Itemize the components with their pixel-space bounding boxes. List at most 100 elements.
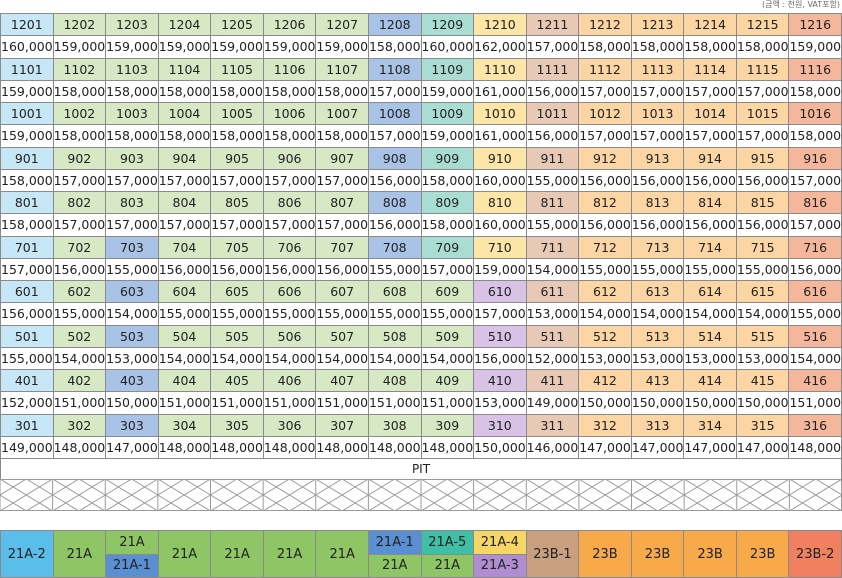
unit-number: 411	[525, 368, 580, 393]
unit-number: 415	[735, 368, 790, 393]
price-row: 157,000 156,000 155,000 156,000 156,000 156,0…	[0, 257, 842, 282]
price: 153,000	[630, 346, 685, 371]
hatch-line	[499, 479, 527, 496]
price: 157,000	[157, 168, 212, 193]
unit-number: 1010	[473, 101, 527, 126]
unit-number: 1215	[735, 12, 790, 37]
unit-number: 810	[473, 190, 527, 215]
price: 157,000	[157, 213, 212, 237]
unit-number: 606	[262, 279, 317, 304]
price: 155,000	[105, 257, 159, 282]
price: 158,000	[420, 168, 475, 193]
price: 152,000	[525, 346, 580, 371]
unit-number: 704	[157, 235, 212, 259]
type-label: 21A-3	[473, 553, 527, 578]
unit-number: 1001	[0, 101, 54, 126]
price: 148,000	[788, 435, 842, 460]
price: 150,000	[105, 391, 159, 415]
hatch-line	[815, 479, 842, 496]
unit-number: 816	[788, 190, 842, 215]
price: 157,000	[315, 213, 369, 237]
unit-number: 1202	[52, 12, 107, 37]
hatch-line	[736, 479, 764, 496]
unit-row: 301 302 303 304 305 306 307 308 309 310 311 312 313 3…	[0, 413, 842, 437]
unit-number: 803	[105, 190, 159, 215]
price: 157,000	[105, 168, 159, 193]
type-row: 21A-1 21A 21A 21A-3	[1, 553, 842, 578]
price: 158,000	[157, 124, 212, 148]
unit-number: 811	[525, 190, 580, 215]
unit-number: 901	[0, 146, 54, 170]
unit-number: 311	[525, 413, 580, 437]
unit-number: 416	[788, 368, 842, 393]
hatch-line	[289, 479, 317, 496]
price: 158,000	[367, 35, 422, 59]
price: 161,000	[473, 124, 527, 148]
unit-number: 512	[578, 324, 632, 348]
price: 157,000	[683, 124, 737, 148]
hatch-line	[262, 494, 290, 511]
hatch-line	[789, 479, 842, 511]
hatch-line	[262, 479, 317, 511]
type-table: 21A-2 21A 21A 21A 21A 21A 21A 21A-1 21A-5 21A-4 23…	[0, 530, 842, 578]
unit-number: 303	[105, 413, 159, 437]
price: 156,000	[735, 213, 790, 237]
price: 159,000	[315, 35, 369, 59]
price: 153,000	[683, 346, 737, 371]
price: 157,000	[262, 168, 317, 193]
price: 158,000	[420, 213, 475, 237]
unit-number: 1207	[315, 12, 369, 37]
unit-number: 1112	[578, 57, 632, 81]
hatch-line	[368, 494, 395, 511]
unit-number: 1007	[315, 101, 369, 126]
price: 157,000	[52, 213, 107, 237]
unit-number: 312	[578, 413, 632, 437]
price: 155,000	[262, 302, 317, 326]
unit-number: 715	[735, 235, 790, 259]
hatch-line	[631, 479, 659, 496]
price: 153,000	[473, 391, 527, 415]
price: 155,000	[367, 257, 422, 282]
price: 156,000	[788, 257, 842, 282]
price: 151,000	[157, 391, 212, 415]
price: 159,000	[210, 35, 264, 59]
unit-number: 914	[683, 146, 737, 170]
hatch-line	[104, 479, 132, 496]
price: 151,000	[210, 391, 264, 415]
price: 154,000	[315, 346, 369, 371]
price: 156,000	[578, 168, 632, 193]
unit-number: 805	[210, 190, 264, 215]
unit-number: 911	[525, 146, 580, 170]
price: 160,000	[0, 35, 54, 59]
price: 158,000	[210, 124, 264, 148]
unit-number: 1006	[262, 101, 317, 126]
unit-number: 513	[630, 324, 685, 348]
unit-number: 307	[315, 413, 369, 437]
hatch-line	[157, 479, 185, 496]
unit-number: 1009	[420, 101, 475, 126]
unit-number: 1212	[578, 12, 632, 37]
unit-number: 306	[262, 413, 317, 437]
price: 147,000	[735, 435, 790, 460]
unit-number: 809	[420, 190, 475, 215]
hatch-line	[315, 479, 369, 511]
unit-number: 713	[630, 235, 685, 259]
unit-number: 1204	[157, 12, 212, 37]
price: 155,000	[157, 302, 212, 326]
type-label: 21A-1	[105, 553, 159, 578]
unit-number: 302	[52, 413, 107, 437]
hatch-line	[447, 494, 474, 511]
pit-row: PIT	[0, 458, 842, 480]
price: 159,000	[0, 79, 54, 104]
price: 156,000	[52, 257, 107, 282]
type-label: 23B	[578, 530, 632, 578]
price: 157,000	[683, 79, 737, 104]
type-row: 21A-2 21A 21A 21A 21A 21A 21A 21A-1 21A-5 21A-4 23…	[0, 530, 842, 578]
hatch-line	[78, 494, 106, 511]
price: 158,000	[630, 35, 685, 59]
unit-row: 601 602 603 604 605 606 607 608 609 610 611 612 613 6…	[0, 279, 842, 304]
unit-number: 1211	[525, 12, 580, 37]
unit-number: 1104	[157, 57, 212, 81]
unit-number: 705	[210, 235, 264, 259]
unit-number: 1106	[262, 57, 317, 81]
